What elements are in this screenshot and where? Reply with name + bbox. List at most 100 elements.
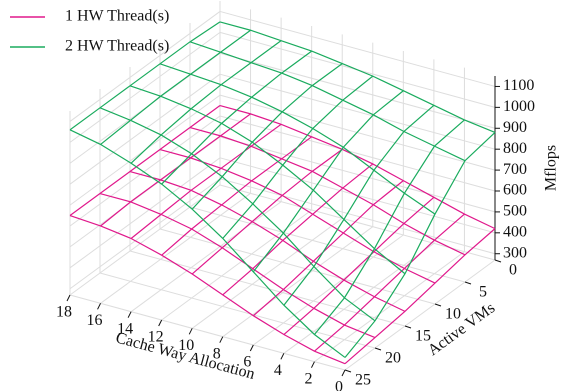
grid-line <box>219 52 496 129</box>
surface-column <box>161 50 313 185</box>
x-tick-label: 6 <box>243 354 251 371</box>
legend-label: 1 HW Thread(s) <box>65 8 169 25</box>
x-tick-label: 2 <box>304 370 312 387</box>
x-tick <box>66 294 71 302</box>
x-tick <box>188 328 193 335</box>
grid-line <box>283 242 435 354</box>
y-tick <box>434 303 442 307</box>
x-tick <box>249 344 254 352</box>
surface-column <box>313 119 465 335</box>
x-tick <box>158 319 163 327</box>
surface-column <box>252 180 404 317</box>
x-tick-label: 14 <box>117 320 133 337</box>
grid-line <box>130 201 282 313</box>
surface-column <box>130 40 282 164</box>
z-tick-label: 500 <box>503 203 527 220</box>
surface-column <box>344 228 496 365</box>
surface-column <box>191 148 343 275</box>
surface-row <box>129 85 406 275</box>
surface-column <box>344 132 496 358</box>
x-tick-label: 4 <box>274 362 282 379</box>
y-axis-title: Active VMs <box>425 299 498 359</box>
grid-line <box>159 228 436 305</box>
surface-row <box>189 126 466 256</box>
surface-row <box>219 21 496 134</box>
y-tick <box>464 281 472 285</box>
x-tick-label: 10 <box>178 337 194 354</box>
grid-line <box>222 226 374 338</box>
y-tick-label: 10 <box>445 306 461 323</box>
y-tick <box>374 347 382 351</box>
grid-line <box>219 157 496 234</box>
y-tick <box>404 325 412 329</box>
z-tick-label: 800 <box>503 140 527 157</box>
grid-line <box>314 251 465 363</box>
x-tick <box>219 336 224 343</box>
surface-column <box>222 163 374 296</box>
y-tick-label: 5 <box>479 284 487 301</box>
surface-row <box>159 148 436 284</box>
z-tick-label: 700 <box>503 161 527 178</box>
y-tick-label: 20 <box>385 350 401 367</box>
surface-row <box>159 63 436 215</box>
surface-column <box>314 213 465 352</box>
z-tick-label: 900 <box>503 119 527 136</box>
grid-line <box>69 184 221 296</box>
x-tick-label: 16 <box>87 312 103 329</box>
grid-line <box>191 217 343 329</box>
surface-column <box>191 63 343 210</box>
surface-row <box>189 41 466 162</box>
z-tick-label: 1000 <box>503 98 535 115</box>
z-tick-label: 300 <box>503 244 527 261</box>
y-tick-label: 15 <box>415 328 431 345</box>
grid-line <box>161 209 312 321</box>
grid-line <box>100 192 251 304</box>
surface-row <box>69 129 346 358</box>
y-tick <box>494 259 502 263</box>
x-tick <box>341 369 346 377</box>
surface-row <box>129 170 406 312</box>
grid-line <box>69 178 221 290</box>
z-tick-label: 400 <box>503 223 527 240</box>
grid-line <box>69 115 221 227</box>
x-tick-label: 12 <box>148 329 164 346</box>
grid-line <box>69 157 221 269</box>
surface-row <box>219 104 496 230</box>
z-tick-label: 600 <box>503 182 527 199</box>
x-tick <box>280 353 285 360</box>
x-tick <box>310 361 315 368</box>
surface-column <box>161 136 313 256</box>
grid-line <box>219 178 496 255</box>
grid-line <box>253 234 404 346</box>
y-tick <box>344 369 352 373</box>
surface-column <box>222 75 374 239</box>
grid-line <box>219 136 496 213</box>
x-tick-label: 8 <box>213 345 221 362</box>
grid-line <box>219 73 496 150</box>
surface-column <box>283 196 435 335</box>
x-tick-label: 0 <box>335 379 343 391</box>
grid-line <box>344 259 496 371</box>
z-axis-title: Mflops <box>543 145 560 191</box>
surface-row <box>69 214 346 365</box>
x-tick-label: 18 <box>56 304 72 321</box>
x-tick <box>127 311 132 318</box>
surface-column <box>130 123 282 239</box>
surface-column <box>69 21 221 131</box>
grid-line <box>69 294 346 371</box>
surface-column <box>100 113 251 227</box>
y-tick-label: 0 <box>509 262 517 279</box>
grid-line <box>69 11 221 122</box>
surface-column <box>252 90 404 273</box>
legend-label: 2 HW Thread(s) <box>65 38 169 55</box>
surface-column <box>69 105 221 217</box>
grid-line <box>219 10 496 87</box>
grid-line <box>69 31 221 143</box>
y-tick-label: 25 <box>355 372 371 389</box>
surface-column <box>100 29 251 145</box>
z-tick-label: 1100 <box>503 77 534 94</box>
surface-row <box>99 107 376 322</box>
grid-line <box>129 250 406 327</box>
grid-line <box>69 73 221 185</box>
